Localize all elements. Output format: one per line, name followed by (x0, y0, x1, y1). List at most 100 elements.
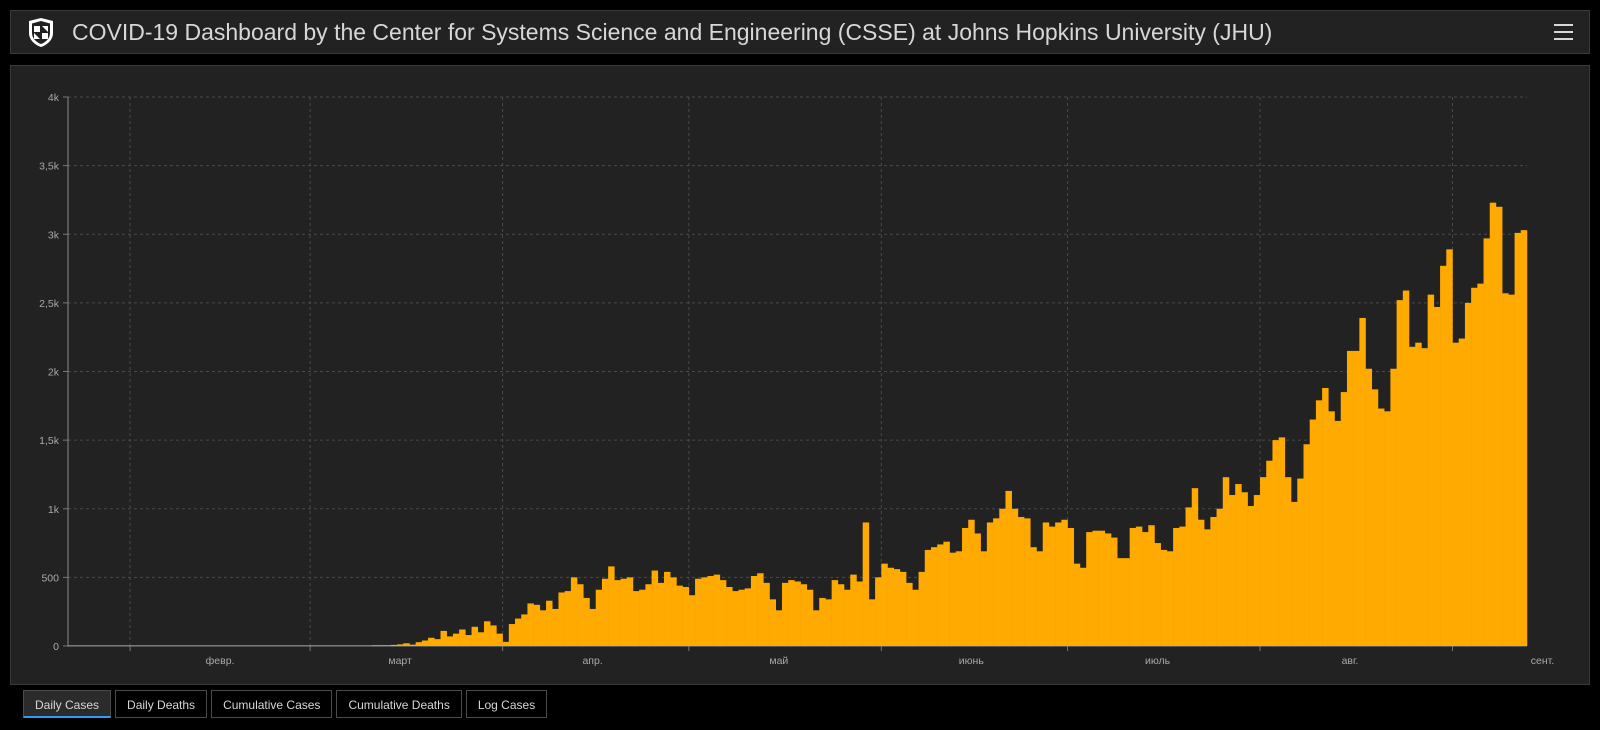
daily-cases-bar[interactable] (1396, 300, 1404, 646)
daily-cases-bar[interactable] (719, 580, 727, 646)
daily-cases-bar[interactable] (1061, 519, 1068, 646)
daily-cases-bar[interactable] (1092, 530, 1099, 646)
daily-cases-bar[interactable] (198, 645, 205, 646)
daily-cases-bar[interactable] (1477, 283, 1484, 646)
daily-cases-bar[interactable] (179, 645, 187, 646)
daily-cases-bar[interactable] (1315, 400, 1323, 646)
daily-cases-bar[interactable] (167, 645, 174, 646)
daily-cases-bar[interactable] (899, 571, 907, 646)
daily-cases-bar[interactable] (850, 574, 857, 646)
daily-cases-bar[interactable] (1328, 411, 1335, 646)
daily-cases-bar[interactable] (527, 603, 534, 646)
daily-cases-bar[interactable] (1440, 265, 1447, 646)
daily-cases-bar[interactable] (390, 644, 398, 646)
daily-cases-bar[interactable] (862, 522, 870, 646)
daily-cases-bar[interactable] (1495, 206, 1503, 647)
daily-cases-bar[interactable] (1322, 387, 1329, 646)
daily-cases-bar[interactable] (99, 645, 106, 646)
tab-cumulative-deaths[interactable]: Cumulative Deaths (336, 690, 462, 718)
daily-cases-bar[interactable] (577, 584, 584, 646)
daily-cases-bar[interactable] (788, 580, 795, 646)
daily-cases-bar[interactable] (1359, 317, 1366, 646)
daily-cases-bar[interactable] (1222, 477, 1230, 646)
daily-cases-bar[interactable] (446, 636, 454, 646)
tab-daily-deaths[interactable]: Daily Deaths (115, 690, 208, 718)
daily-cases-bar[interactable] (1489, 202, 1497, 646)
daily-cases-bar[interactable] (341, 645, 348, 646)
daily-cases-bar[interactable] (254, 645, 261, 646)
daily-cases-bar[interactable] (1135, 526, 1143, 646)
daily-cases-bar[interactable] (92, 645, 100, 646)
daily-cases-bar[interactable] (1173, 527, 1180, 646)
daily-cases-bar[interactable] (303, 645, 311, 646)
daily-cases-bar[interactable] (1005, 490, 1012, 646)
daily-cases-bar[interactable] (347, 645, 354, 646)
daily-cases-bar[interactable] (1129, 527, 1137, 646)
daily-cases-bar[interactable] (285, 645, 292, 646)
daily-cases-bar[interactable] (291, 645, 298, 646)
daily-cases-bar[interactable] (639, 589, 646, 646)
daily-cases-bar[interactable] (409, 644, 416, 646)
daily-cases-bar[interactable] (1415, 342, 1422, 646)
daily-cases-bar[interactable] (558, 592, 565, 646)
daily-cases-bar[interactable] (868, 599, 876, 646)
daily-cases-bar[interactable] (1427, 294, 1435, 646)
daily-cases-bar[interactable] (651, 570, 659, 646)
daily-cases-bar[interactable] (1179, 526, 1186, 646)
daily-cases-bar[interactable] (645, 584, 652, 646)
daily-cases-bar[interactable] (1216, 508, 1224, 646)
daily-cases-bar[interactable] (1235, 484, 1242, 646)
daily-cases-bar[interactable] (1123, 558, 1130, 646)
hamburger-menu-icon[interactable] (1551, 19, 1577, 45)
daily-cases-bar[interactable] (266, 645, 274, 646)
daily-cases-bar[interactable] (1402, 290, 1410, 646)
daily-cases-bar[interactable] (1502, 293, 1509, 646)
daily-cases-bar[interactable] (1055, 522, 1062, 646)
daily-cases-bar[interactable] (1260, 477, 1267, 646)
daily-cases-bar[interactable] (1365, 368, 1373, 646)
daily-cases-bar[interactable] (1247, 506, 1255, 646)
daily-cases-bar[interactable] (664, 571, 671, 646)
daily-cases-bar[interactable] (806, 589, 814, 646)
daily-cases-bar[interactable] (1377, 408, 1385, 646)
daily-cases-bar[interactable] (732, 591, 739, 646)
daily-cases-bar[interactable] (682, 586, 690, 646)
daily-cases-bar[interactable] (223, 645, 230, 646)
daily-cases-bar[interactable] (173, 645, 181, 646)
daily-cases-bar[interactable] (726, 586, 733, 646)
daily-cases-bar[interactable] (1514, 232, 1522, 646)
daily-cases-bar[interactable] (657, 582, 665, 646)
daily-cases-bar[interactable] (794, 581, 801, 646)
daily-cases-bar[interactable] (210, 645, 218, 646)
daily-cases-bar[interactable] (546, 600, 553, 646)
daily-cases-bar[interactable] (757, 573, 764, 646)
daily-cases-bar[interactable] (235, 645, 243, 646)
daily-cases-bar[interactable] (1079, 567, 1087, 646)
daily-cases-bar[interactable] (204, 645, 212, 646)
daily-cases-bar[interactable] (918, 571, 926, 646)
daily-cases-bar[interactable] (701, 577, 708, 646)
daily-cases-bar[interactable] (334, 645, 342, 646)
daily-cases-bar[interactable] (148, 645, 156, 646)
daily-cases-bar[interactable] (1098, 530, 1106, 646)
daily-cases-bar[interactable] (372, 645, 379, 646)
daily-cases-bar[interactable] (123, 645, 131, 646)
daily-cases-bar[interactable] (1384, 411, 1391, 646)
daily-cases-bar[interactable] (738, 589, 745, 646)
daily-cases-bar[interactable] (297, 645, 305, 646)
daily-cases-bar[interactable] (676, 585, 683, 646)
daily-cases-bar[interactable] (962, 527, 969, 646)
daily-cases-bar[interactable] (1142, 532, 1149, 646)
daily-cases-bar[interactable] (943, 541, 950, 646)
daily-cases-bar[interactable] (999, 508, 1006, 646)
daily-cases-bar[interactable] (552, 608, 559, 646)
daily-cases-bar[interactable] (161, 645, 168, 646)
daily-cases-bar[interactable] (1272, 440, 1279, 646)
daily-cases-bar[interactable] (384, 645, 392, 646)
daily-cases-bar[interactable] (366, 645, 373, 646)
daily-cases-bar[interactable] (825, 599, 832, 646)
daily-cases-bar[interactable] (80, 645, 87, 646)
daily-cases-bar[interactable] (595, 589, 603, 646)
daily-cases-bar[interactable] (310, 645, 317, 646)
daily-cases-bar[interactable] (1024, 518, 1031, 646)
